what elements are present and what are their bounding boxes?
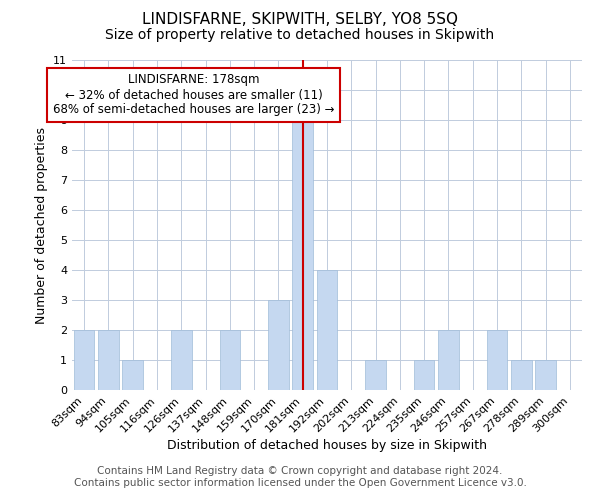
Bar <box>171 330 191 390</box>
Bar <box>220 330 240 390</box>
Y-axis label: Number of detached properties: Number of detached properties <box>35 126 47 324</box>
Bar <box>98 330 119 390</box>
X-axis label: Distribution of detached houses by size in Skipwith: Distribution of detached houses by size … <box>167 440 487 452</box>
Text: LINDISFARNE: 178sqm
← 32% of detached houses are smaller (11)
68% of semi-detach: LINDISFARNE: 178sqm ← 32% of detached ho… <box>53 74 334 116</box>
Bar <box>317 270 337 390</box>
Text: Contains HM Land Registry data © Crown copyright and database right 2024.
Contai: Contains HM Land Registry data © Crown c… <box>74 466 526 487</box>
Text: LINDISFARNE, SKIPWITH, SELBY, YO8 5SQ: LINDISFARNE, SKIPWITH, SELBY, YO8 5SQ <box>142 12 458 28</box>
Bar <box>487 330 508 390</box>
Bar <box>365 360 386 390</box>
Bar <box>511 360 532 390</box>
Bar <box>292 120 313 390</box>
Text: Size of property relative to detached houses in Skipwith: Size of property relative to detached ho… <box>106 28 494 42</box>
Bar <box>414 360 434 390</box>
Bar <box>438 330 459 390</box>
Bar <box>122 360 143 390</box>
Bar <box>535 360 556 390</box>
Bar <box>74 330 94 390</box>
Bar <box>268 300 289 390</box>
